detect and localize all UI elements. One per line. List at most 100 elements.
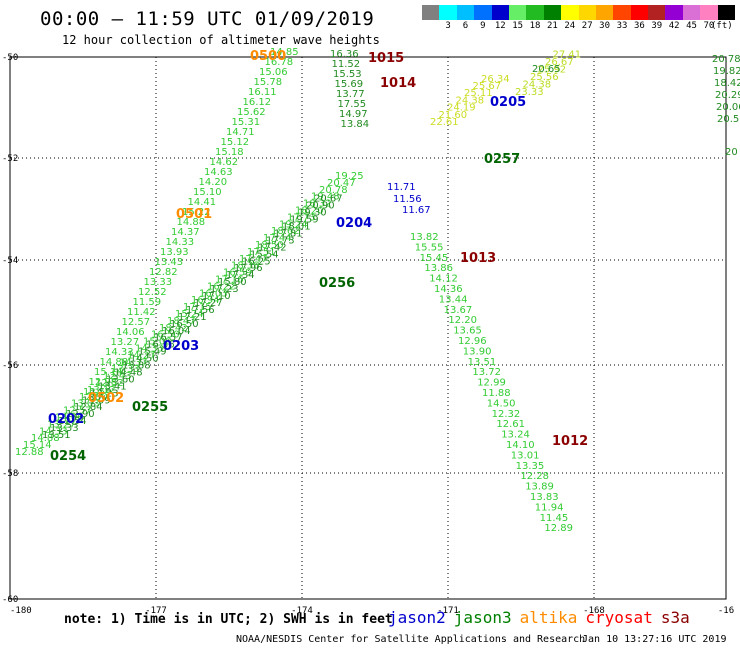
legend-label: 36 — [633, 21, 645, 31]
pass-time-marker: 0205 — [490, 95, 526, 110]
wave-height-value: 15.06 — [259, 67, 288, 78]
wave-height-value: 12.52 — [95, 378, 124, 389]
wave-height-value: 12.43 — [103, 371, 132, 382]
wave-height-value: 18.50 — [255, 240, 284, 251]
latitude-label: -52 — [2, 154, 18, 164]
wave-height-value: 17.21 — [178, 312, 207, 323]
wave-height-value: 15.54 — [250, 249, 279, 260]
wave-height-value: 14.63 — [204, 167, 233, 178]
wave-height-value: 14.50 — [130, 354, 159, 365]
wave-height-value: 13.41 — [98, 381, 127, 392]
latitude-label: -60 — [2, 595, 18, 605]
legend-swatch — [491, 5, 509, 20]
wave-height-value: 15.62 — [237, 107, 266, 118]
wave-height-value: 14.33 — [105, 347, 134, 358]
latitude-labels: -50 -52 -54 -56 -58 -60 — [2, 53, 18, 605]
wave-height-value: 17.16 — [215, 275, 244, 286]
wave-height-value: 12.96 — [458, 336, 487, 347]
wave-height-value: 12.52 — [138, 287, 167, 298]
legend-swatch — [474, 5, 492, 20]
wave-height-value: 17.47 — [239, 254, 268, 265]
wave-height-value: 14.97 — [339, 109, 368, 120]
legend-label: 42 — [668, 21, 680, 31]
pass-time-marker: 1013 — [460, 251, 496, 266]
wave-height-value: 14.06 — [116, 327, 145, 338]
wave-height-value: 14.33 — [166, 237, 195, 248]
wave-height-value: 19.48 — [311, 192, 340, 203]
wave-height-value: 14.37 — [171, 227, 200, 238]
wave-height-value: 21.60 — [439, 110, 468, 121]
wave-height-value: 15.78 — [254, 77, 283, 88]
wave-height-value: 17.73 — [287, 212, 316, 223]
wave-height-value: 16.50 — [151, 330, 180, 341]
wave-height-value: 24.38 — [456, 95, 485, 106]
graticule — [10, 57, 726, 599]
pass-time-marker: 0502 — [88, 391, 124, 406]
wave-height-value: 24.19 — [447, 103, 476, 114]
legend-swatch — [508, 5, 527, 20]
wave-height-value: 18.01 — [282, 222, 311, 233]
wave-height-value: 12.32 — [492, 409, 521, 420]
wave-height-value: 17.56 — [186, 305, 215, 316]
wave-height-value: 16.25 — [242, 256, 271, 267]
wave-height-value: 18.42 — [159, 323, 188, 334]
wave-height-value: 16.57 — [154, 333, 183, 344]
latitude-label: -56 — [2, 361, 18, 371]
legend-swatch — [456, 5, 475, 20]
legend-swatch — [717, 5, 736, 20]
pass-time-markers: 0500 1015 1014 0205 0257 0501 0204 1013 0256 0203… — [48, 49, 588, 464]
legend-label: 27 — [581, 21, 593, 31]
wave-height-value: 15.22 — [182, 207, 211, 218]
wave-height-value: 27.41 — [553, 50, 582, 61]
wave-height-value: 13.60 — [106, 374, 135, 385]
wave-height-value: 13.90 — [463, 346, 492, 357]
footer-credit: NOAA/NESDIS Center for Satellite Applica… — [236, 634, 586, 645]
wave-height-value: 17.27 — [194, 298, 223, 309]
wave-height-value: 18.42 — [714, 78, 740, 89]
wave-height-value: 16.22 — [207, 281, 236, 292]
pass-time-marker: 0500 — [250, 49, 286, 64]
wave-height-value: 14.50 — [487, 398, 516, 409]
legend-swatch — [682, 5, 701, 20]
wave-height-value: 17.10 — [202, 291, 231, 302]
wave-height-value: 11.52 — [332, 59, 361, 70]
wave-height-value: 26.67 — [545, 57, 574, 68]
wave-height-value: 17.81 — [274, 228, 303, 239]
wave-height-value: 13.72 — [472, 367, 501, 378]
wave-height-value: 13.27 — [47, 419, 76, 430]
legend-label: 45 — [686, 21, 697, 31]
wave-height-value: 17.44 — [263, 233, 292, 244]
longitude-label: -174 — [291, 606, 313, 616]
wave-height-value: 11.45 — [540, 513, 569, 524]
legend-swatch — [526, 5, 544, 20]
latitude-label: -50 — [2, 53, 18, 63]
wave-height-value: 12.90 — [66, 409, 95, 420]
wave-height-value: 14.62 — [210, 157, 239, 168]
wave-height-value: 20 — [725, 147, 738, 158]
wave-height-value: 25.56 — [530, 72, 559, 83]
wave-height-value: 11.88 — [482, 388, 511, 399]
wave-height-value: 16.59 — [223, 268, 252, 279]
wave-height-value: 13.24 — [501, 430, 530, 441]
wave-height-value: 12.80 — [79, 392, 108, 403]
wave-height-value: 20.78 — [319, 185, 348, 196]
pass-time-marker: 0202 — [48, 412, 84, 427]
wave-height-value: 14.06 — [55, 413, 84, 424]
wave-height-value: 11.56 — [393, 194, 422, 205]
wave-height-value: 14.10 — [506, 440, 535, 451]
satellite-name: cryosat — [585, 608, 653, 627]
legend-label: 39 — [651, 21, 663, 31]
wave-height-value: 14.33 — [39, 426, 68, 437]
wave-height-value: 26.34 — [481, 74, 510, 85]
wave-height-value: 13.67 — [444, 305, 473, 316]
legend-swatch — [700, 5, 718, 20]
wave-height-value: 13.77 — [336, 89, 365, 100]
wave-height-value: 15.12 — [221, 137, 250, 148]
wave-height-value: 13.65 — [453, 326, 482, 337]
wave-height-value: 20.56 — [717, 114, 740, 125]
wave-height-value: 12.61 — [496, 419, 525, 430]
wave-height-value: 20.06 — [716, 102, 740, 113]
wave-height-value: 17.96 — [234, 263, 263, 274]
legend-label: 6 — [462, 21, 469, 31]
wave-height-value: 13.93 — [160, 247, 189, 258]
